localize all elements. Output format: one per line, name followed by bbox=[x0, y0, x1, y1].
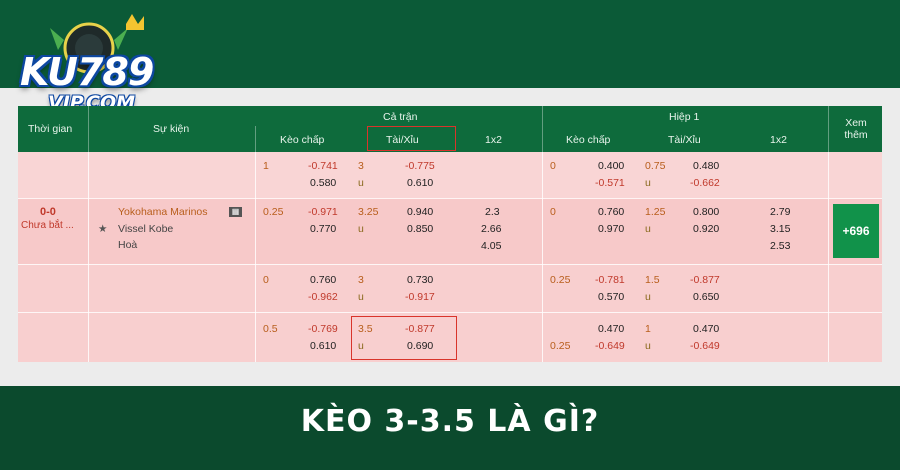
handicap-odds-away[interactable]: 0.580 bbox=[310, 177, 337, 189]
half-ou-under-label: u bbox=[645, 340, 651, 352]
half-handicap-odds-home[interactable]: 0.760 bbox=[598, 206, 625, 218]
ou-under-label: u bbox=[358, 340, 364, 352]
odds-x[interactable]: 2.66 bbox=[481, 223, 502, 235]
table-header-top bbox=[18, 106, 882, 126]
half-ou-odds-over[interactable]: -0.877 bbox=[690, 274, 720, 286]
half-odds-x[interactable]: 3.15 bbox=[770, 223, 791, 235]
half-ou-odds-under[interactable]: -0.649 bbox=[690, 340, 720, 352]
header-event: Sự kiện bbox=[153, 123, 190, 135]
ou-odds-over[interactable]: 0.730 bbox=[407, 274, 434, 286]
match-score: 0-0 bbox=[40, 206, 56, 218]
half-odds-2[interactable]: 2.53 bbox=[770, 240, 791, 252]
half-handicap-line: 0 bbox=[550, 206, 556, 218]
highlight-ou-3-5 bbox=[351, 316, 457, 360]
header-half-handicap[interactable]: Kèo chấp bbox=[566, 134, 611, 146]
table-row[interactable]: 1 -0.741 0.580 3 u -0.775 0.610 0 0.400 … bbox=[18, 152, 882, 198]
table-header-sub bbox=[18, 126, 882, 152]
match-row[interactable]: 0-0 Chưa bắt ... Yokohama Marinos ▦ ★ Vi… bbox=[18, 198, 882, 264]
half-ou-line: 0.75 bbox=[645, 160, 666, 172]
half-ou-odds-under[interactable]: -0.662 bbox=[690, 177, 720, 189]
header-full-over-under[interactable]: Tài/Xỉu bbox=[386, 134, 419, 146]
ou-under-label: u bbox=[358, 177, 364, 189]
half-handicap-odds-away[interactable]: -0.649 bbox=[595, 340, 625, 352]
ou-odds-under[interactable]: -0.917 bbox=[405, 291, 435, 303]
half-ou-line: 1.5 bbox=[645, 274, 660, 286]
highlight-ou-header bbox=[367, 126, 456, 151]
half-ou-under-label: u bbox=[645, 177, 651, 189]
half-handicap-odds-home[interactable]: -0.781 bbox=[595, 274, 625, 286]
half-ou-odds-under[interactable]: 0.920 bbox=[693, 223, 720, 235]
handicap-odds-home[interactable]: -0.769 bbox=[308, 323, 338, 335]
handicap-odds-home[interactable]: -0.741 bbox=[308, 160, 338, 172]
ou-odds-over[interactable]: -0.877 bbox=[405, 323, 435, 335]
half-handicap-odds-home[interactable]: 0.470 bbox=[598, 323, 625, 335]
page-caption: KÈO 3-3.5 LÀ GÌ? bbox=[300, 404, 600, 439]
logo-decoration-icon bbox=[50, 14, 144, 74]
half-ou-under-label: u bbox=[645, 291, 651, 303]
ou-odds-under[interactable]: 0.850 bbox=[407, 223, 434, 235]
handicap-line: 0.5 bbox=[263, 323, 278, 335]
header-full-match: Cả trận bbox=[383, 111, 418, 123]
handicap-odds-away[interactable]: -0.962 bbox=[308, 291, 338, 303]
draw-label: Hoà bbox=[118, 239, 138, 251]
half-handicap-line: 0.25 bbox=[550, 340, 571, 352]
handicap-line: 1 bbox=[263, 160, 269, 172]
odds-1[interactable]: 2.3 bbox=[485, 206, 500, 218]
handicap-odds-home[interactable]: 0.760 bbox=[310, 274, 337, 286]
odds-table: Thời gian Sự kiện Cả trận Hiệp 1 Xem thê… bbox=[18, 106, 882, 362]
half-ou-line: 1.25 bbox=[645, 206, 666, 218]
ou-odds-over[interactable]: -0.775 bbox=[405, 160, 435, 172]
half-ou-odds-over[interactable]: 0.480 bbox=[693, 160, 720, 172]
ou-line: 3.5 bbox=[358, 323, 373, 335]
half-ou-odds-over[interactable]: 0.470 bbox=[693, 323, 720, 335]
logo-main-text: KU789 bbox=[20, 50, 154, 94]
ou-odds-over[interactable]: 0.940 bbox=[407, 206, 434, 218]
ou-under-label: u bbox=[358, 291, 364, 303]
half-handicap-line: 0 bbox=[550, 160, 556, 172]
top-banner bbox=[0, 0, 900, 88]
match-status: Chưa bắt ... bbox=[21, 220, 74, 231]
half-handicap-odds-away[interactable]: -0.571 bbox=[595, 177, 625, 189]
header-full-1x2[interactable]: 1x2 bbox=[485, 134, 502, 146]
handicap-line: 0 bbox=[263, 274, 269, 286]
bottom-banner bbox=[0, 386, 900, 470]
handicap-odds-away[interactable]: 0.770 bbox=[310, 223, 337, 235]
half-ou-under-label: u bbox=[645, 223, 651, 235]
header-first-half: Hiệp 1 bbox=[669, 111, 700, 123]
header-time: Thời gian bbox=[28, 123, 73, 135]
stats-icon[interactable]: ▦ bbox=[229, 207, 242, 217]
ou-line: 3.25 bbox=[358, 206, 379, 218]
half-handicap-odds-away[interactable]: 0.970 bbox=[598, 223, 625, 235]
half-ou-odds-under[interactable]: 0.650 bbox=[693, 291, 720, 303]
handicap-line: 0.25 bbox=[263, 206, 284, 218]
header-more: Xem thêm bbox=[844, 117, 868, 141]
table-row[interactable]: 0 0.760 -0.962 3 u 0.730 -0.917 0.25 -0.… bbox=[18, 264, 882, 312]
half-handicap-odds-away[interactable]: 0.570 bbox=[598, 291, 625, 303]
odds-2[interactable]: 4.05 bbox=[481, 240, 502, 252]
half-ou-odds-over[interactable]: 0.800 bbox=[693, 206, 720, 218]
home-team[interactable]: Yokohama Marinos bbox=[118, 206, 208, 218]
favorite-star-icon[interactable]: ★ bbox=[98, 223, 108, 235]
ou-under-label: u bbox=[358, 223, 364, 235]
header-half-over-under[interactable]: Tài/Xỉu bbox=[668, 134, 701, 146]
ou-odds-under[interactable]: 0.610 bbox=[407, 177, 434, 189]
handicap-odds-away[interactable]: 0.610 bbox=[310, 340, 337, 352]
ou-odds-under[interactable]: 0.690 bbox=[407, 340, 434, 352]
header-full-handicap[interactable]: Kèo chấp bbox=[280, 134, 325, 146]
ou-line: 3 bbox=[358, 274, 364, 286]
ou-line: 3 bbox=[358, 160, 364, 172]
handicap-odds-home[interactable]: -0.971 bbox=[308, 206, 338, 218]
half-handicap-odds-home[interactable]: 0.400 bbox=[598, 160, 625, 172]
away-team[interactable]: Vissel Kobe bbox=[118, 223, 174, 235]
header-half-1x2[interactable]: 1x2 bbox=[770, 134, 787, 146]
brand-logo: KU789 VIP.COM bbox=[14, 10, 164, 120]
half-handicap-line: 0.25 bbox=[550, 274, 571, 286]
table-row[interactable]: 0.5 -0.769 0.610 3.5 u -0.877 0.690 0.47… bbox=[18, 312, 882, 362]
more-markets-button[interactable]: +696 bbox=[833, 204, 879, 258]
half-odds-1[interactable]: 2.79 bbox=[770, 206, 791, 218]
half-ou-line: 1 bbox=[645, 323, 651, 335]
